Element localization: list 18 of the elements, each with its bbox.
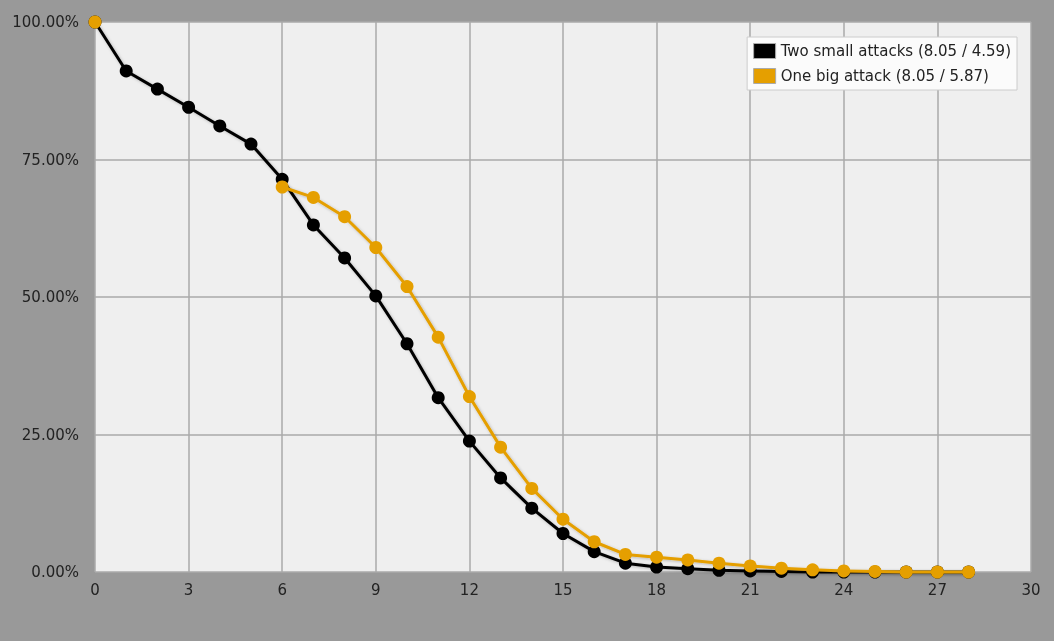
x-tick-label: 30: [1021, 580, 1041, 599]
y-tick-label: 0.00%: [31, 563, 79, 581]
legend-label: Two small attacks (8.05 / 4.59): [779, 42, 1012, 60]
x-tick-label: 12: [459, 580, 479, 599]
x-tick-label: 15: [553, 580, 573, 599]
x-tick-label: 21: [740, 580, 760, 599]
x-tick-label: 18: [647, 580, 667, 599]
legend-label: One big attack (8.05 / 5.87): [780, 67, 989, 85]
x-tick-label: 27: [927, 580, 947, 599]
y-tick-label: 100.00%: [12, 13, 79, 31]
x-tick-label: 3: [183, 580, 194, 599]
y-tick-label: 25.00%: [21, 425, 79, 444]
x-tick-label: 9: [371, 580, 381, 599]
y-tick-label: 50.00%: [21, 288, 79, 306]
x-tick-label: 24: [834, 580, 854, 599]
y-tick-label: 75.00%: [21, 150, 79, 169]
x-tick-label: 6: [277, 580, 287, 599]
x-tick-label: 0: [90, 580, 100, 599]
